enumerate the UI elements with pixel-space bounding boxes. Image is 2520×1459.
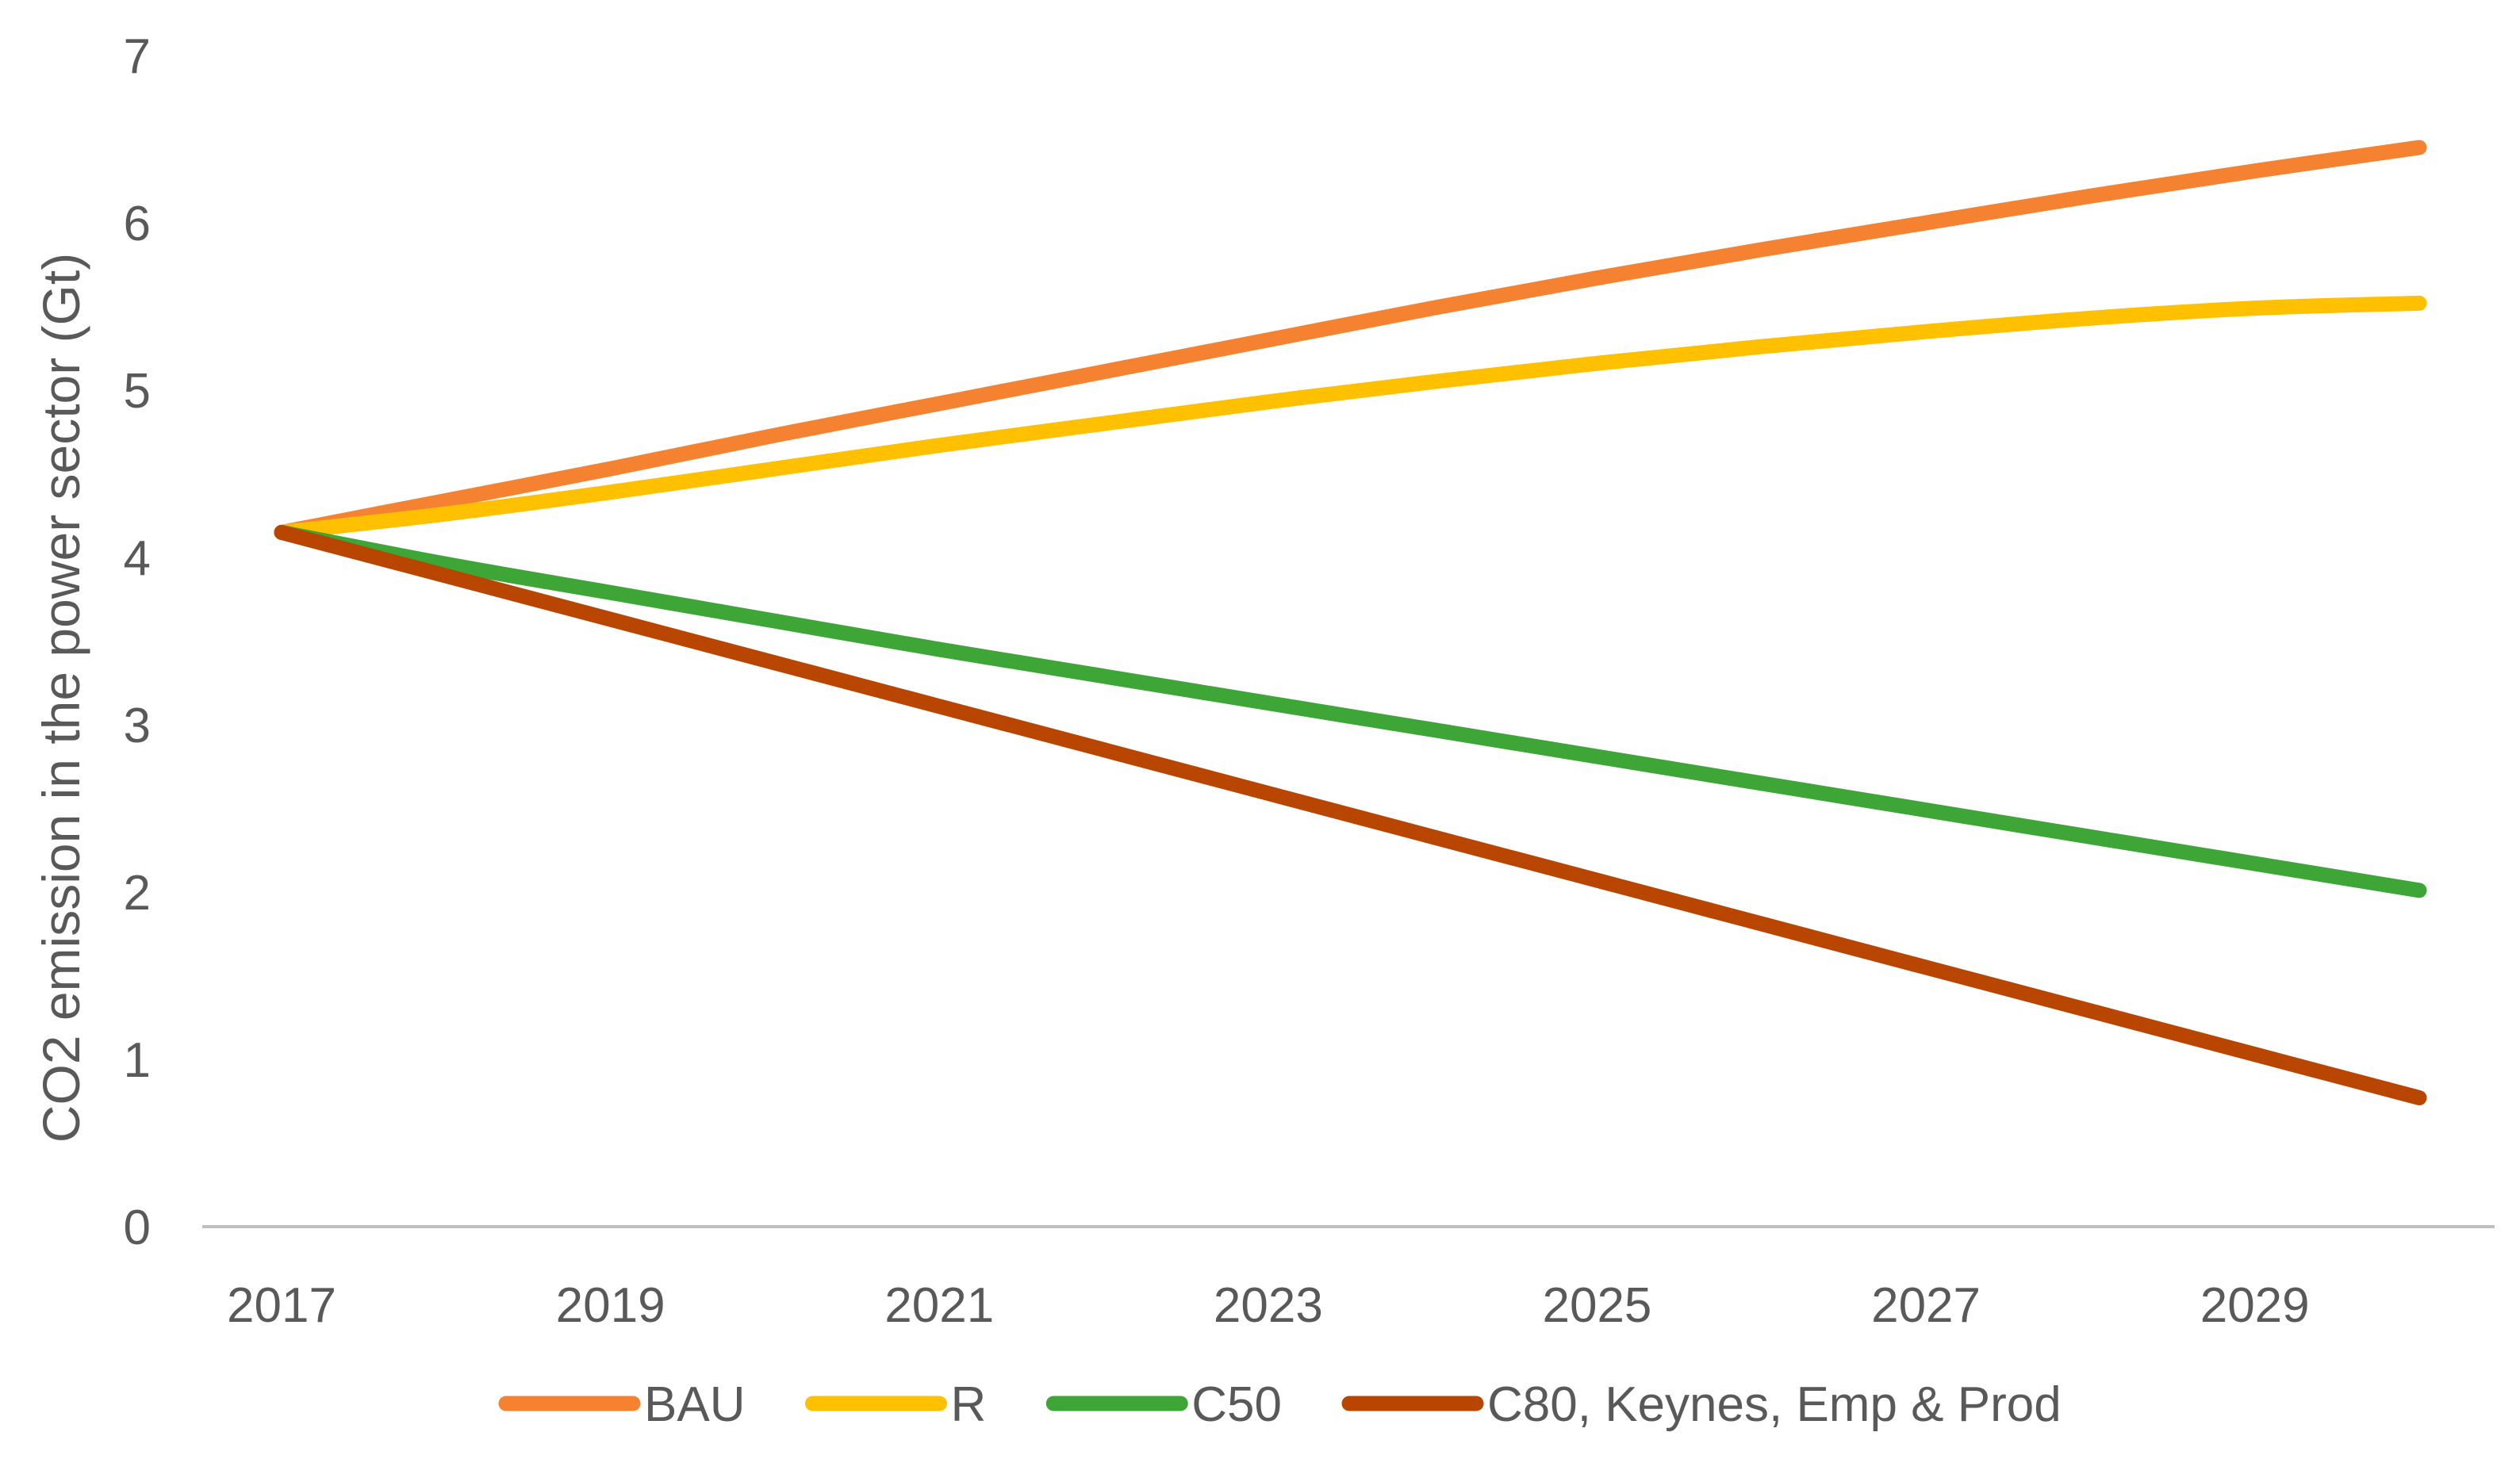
y-tick-label: 1: [124, 1033, 151, 1088]
series-line-bau: [274, 140, 2427, 540]
legend-label: C50: [1191, 1377, 1282, 1432]
y-tick-label: 2: [124, 866, 151, 921]
legend: BAU R C50 C80, Keynes, Emp & Prod: [498, 1377, 2062, 1432]
y-tick-label: 5: [124, 364, 151, 419]
x-tick-label: 2027: [1871, 1278, 1981, 1333]
y-tick-label: 7: [124, 29, 151, 84]
legend-item: BAU: [498, 1377, 745, 1432]
series-line-r: [274, 295, 2427, 540]
x-tick-labels: 2017 2019 2021 2023 2025 2027 2029: [227, 1278, 2310, 1333]
legend-label: C80, Keynes, Emp & Prod: [1487, 1377, 2062, 1432]
y-tick-label: 0: [124, 1201, 151, 1255]
y-tick-label: 6: [124, 197, 151, 251]
series-line-c50: [274, 524, 2427, 898]
y-tick-labels: 0 1 2 3 4 5 6 7: [124, 29, 151, 1255]
legend-item: R: [804, 1377, 986, 1432]
x-tick-label: 2029: [2200, 1278, 2310, 1333]
series-line-c80-keynes-emp-prod: [274, 524, 2427, 1105]
y-tick-label: 4: [124, 531, 151, 586]
legend-item: C80, Keynes, Emp & Prod: [1341, 1377, 2062, 1432]
x-tick-label: 2021: [884, 1278, 994, 1333]
series-lines: [274, 140, 2427, 1105]
legend-label: BAU: [644, 1377, 745, 1432]
y-axis-title: CO2 emission in the power sector (Gt): [32, 253, 90, 1143]
x-tick-label: 2025: [1542, 1278, 1651, 1333]
y-tick-label: 3: [124, 699, 151, 753]
legend-label: R: [950, 1377, 986, 1432]
x-tick-label: 2019: [556, 1278, 665, 1333]
x-tick-label: 2017: [227, 1278, 336, 1333]
legend-item: C50: [1045, 1377, 1282, 1432]
x-tick-label: 2023: [1214, 1278, 1323, 1333]
